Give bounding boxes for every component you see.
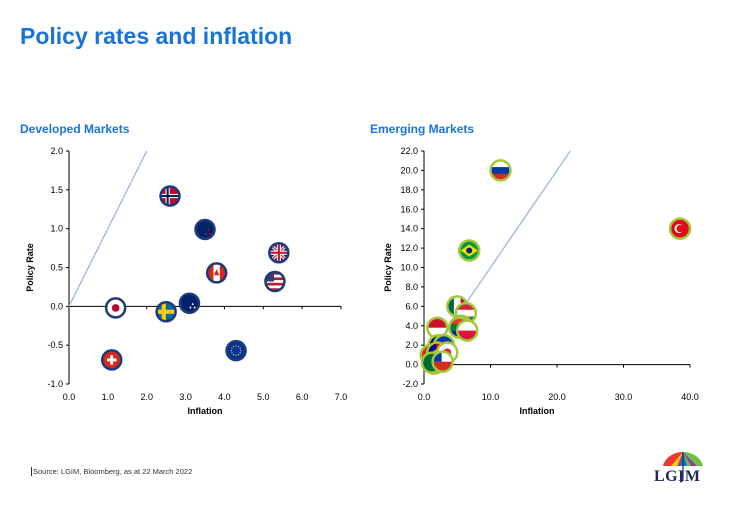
turkey-flag [668, 217, 692, 240]
source-note: Source: LGIM, Bloomberg, as at 22 March … [33, 467, 193, 476]
emerging-y-tick-label: 6.0 [405, 301, 418, 311]
developed-y-tick-label: -1.0 [47, 379, 63, 389]
developed-y-tick-label: -0.5 [47, 340, 63, 350]
emerging-markets-title: Emerging Markets [370, 122, 475, 136]
emerging-y-tick-label: 0.0 [405, 360, 418, 370]
emerging-y-axis-label: Policy Rate [383, 243, 393, 292]
norway-flag [159, 185, 181, 207]
sweden-flag [155, 301, 177, 323]
emerging-y-tick-label: 16.0 [400, 204, 418, 214]
usa-flag [264, 270, 286, 293]
lgim-umbrella-icon [663, 452, 703, 483]
developed-y-axis-label: Policy Rate [25, 243, 35, 292]
developed-x-tick-label: 0.0 [63, 392, 76, 402]
eurozone-flag [225, 339, 247, 362]
developed-y-tick-label: 0.0 [50, 301, 63, 311]
chile-flag [431, 350, 454, 373]
developed-x-tick-label: 6.0 [296, 392, 309, 402]
emerging-x-axis-label: Inflation [520, 406, 555, 416]
japan-flag [104, 297, 127, 319]
lgim-logo-text: LGIM [654, 468, 701, 485]
developed-y-tick-label: 0.5 [50, 263, 63, 273]
emerging-y-tick-label: 22.0 [400, 146, 418, 156]
developed-x-tick-label: 1.0 [102, 392, 115, 402]
poland-flag [455, 319, 479, 342]
emerging-y-tick-label: 18.0 [400, 185, 418, 195]
new-zealand-flag [194, 218, 216, 241]
developed-x-tick-label: 7.0 [335, 392, 348, 402]
page-title: Policy rates and inflation [20, 23, 293, 49]
emerging-y-tick-label: 14.0 [400, 224, 418, 234]
australia-flag [178, 292, 201, 314]
developed-reference-line [68, 150, 148, 307]
developed-y-tick-label: 1.0 [50, 224, 63, 234]
brazil-flag [457, 239, 481, 262]
switzerland-flag [100, 349, 123, 371]
emerging-y-tick-label: 8.0 [405, 282, 418, 292]
emerging-x-tick-label: 0.0 [418, 392, 431, 402]
developed-y-tick-label: 1.5 [50, 185, 63, 195]
developed-y-tick-label: 2.0 [50, 146, 63, 156]
source-divider [31, 467, 32, 476]
emerging-y-tick-label: -2.0 [402, 379, 418, 389]
developed-x-tick-label: 3.0 [179, 392, 192, 402]
developed-x-tick-label: 5.0 [257, 392, 270, 402]
emerging-x-tick-label: 40.0 [681, 392, 699, 402]
emerging-x-tick-label: 30.0 [615, 392, 633, 402]
emerging-y-tick-label: 20.0 [400, 165, 418, 175]
russia-flag [489, 159, 512, 182]
developed-x-tick-label: 4.0 [218, 392, 231, 402]
emerging-y-tick-label: 4.0 [405, 321, 418, 331]
emerging-x-tick-label: 10.0 [482, 392, 500, 402]
emerging-y-tick-label: 10.0 [400, 263, 418, 273]
emerging-y-tick-label: 2.0 [405, 340, 418, 350]
emerging-y-tick-label: 12.0 [400, 243, 418, 253]
developed-x-axis-label: Inflation [188, 406, 223, 416]
emerging-x-tick-label: 20.0 [548, 392, 566, 402]
uk-flag [268, 241, 290, 264]
canada-flag [205, 262, 228, 284]
developed-markets-title: Developed Markets [20, 122, 130, 136]
developed-x-tick-label: 2.0 [140, 392, 153, 402]
